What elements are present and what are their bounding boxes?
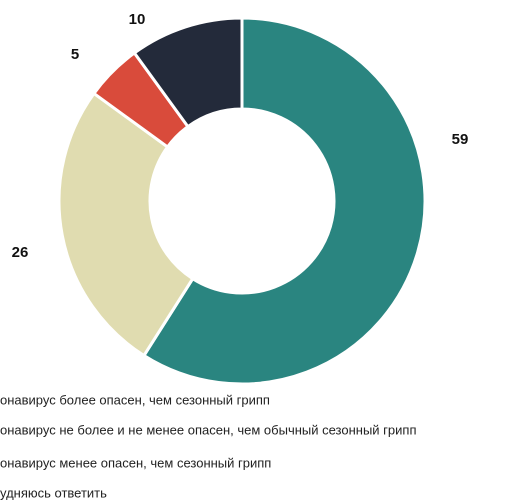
data-label: 10 xyxy=(129,11,146,28)
legend-entry: удняюсь ответить xyxy=(0,485,107,500)
legend-entry: онавирус менее опасен, чем сезонный грип… xyxy=(0,455,271,470)
data-label: 5 xyxy=(71,46,79,63)
donut-slice xyxy=(141,16,427,386)
data-label: 59 xyxy=(452,131,469,148)
data-label: 26 xyxy=(12,244,29,261)
donut-slice xyxy=(57,91,195,358)
legend-entry: онавирус не более и не менее опасен, чем… xyxy=(0,422,417,437)
donut-slice xyxy=(132,16,244,129)
legend-entry: онавирус более опасен, чем сезонный грип… xyxy=(0,392,270,407)
